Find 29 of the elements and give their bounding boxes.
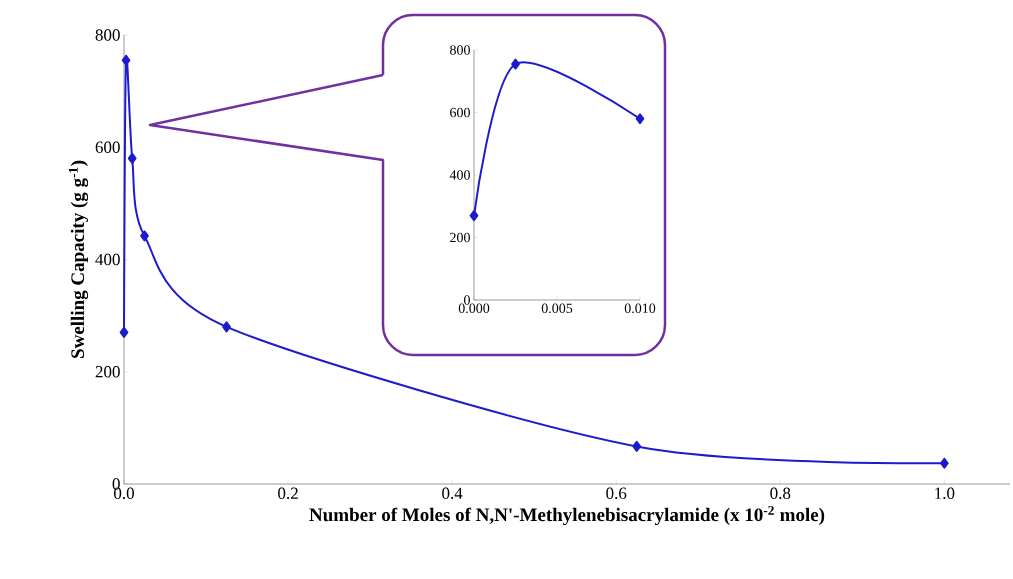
y-tick-label: 0 [464,295,470,305]
y-tick-label: 800 [450,45,470,55]
x-tick-label: 0.010 [624,303,656,314]
y-tick-label: 800 [95,29,120,41]
y-tick-label: 200 [450,232,470,243]
x-tick-label: 0.8 [770,487,791,500]
point [119,326,129,338]
point [635,113,645,125]
x-tick-label: 0.4 [442,487,463,500]
y-tick-label: 600 [450,107,470,118]
y-axis-title: Swelling Capacity (g g$^{-1}$) [68,160,89,358]
point [140,230,149,242]
y-tick-label: 400 [95,253,120,266]
x-tick-label: 0.005 [541,303,573,314]
y-tick-label: 200 [95,366,120,378]
x-tick-label: 0.000 [458,303,490,314]
x-tick-label: 0.6 [606,487,627,500]
point [121,54,131,66]
point [127,152,137,164]
point [222,321,231,333]
point [511,58,520,70]
y-tick-label: 400 [449,170,470,180]
x-axis-title: Number of Moles of N,N'-Methylenebisacrylamide (x 10$^{-2}$ mole) [309,505,825,526]
point [632,440,642,452]
x-tick-label: 0.2 [278,487,298,500]
x-tick-label: 1.0 [935,487,955,500]
y-tick-label: 600 [95,141,120,153]
point [469,210,479,222]
point [940,457,949,469]
